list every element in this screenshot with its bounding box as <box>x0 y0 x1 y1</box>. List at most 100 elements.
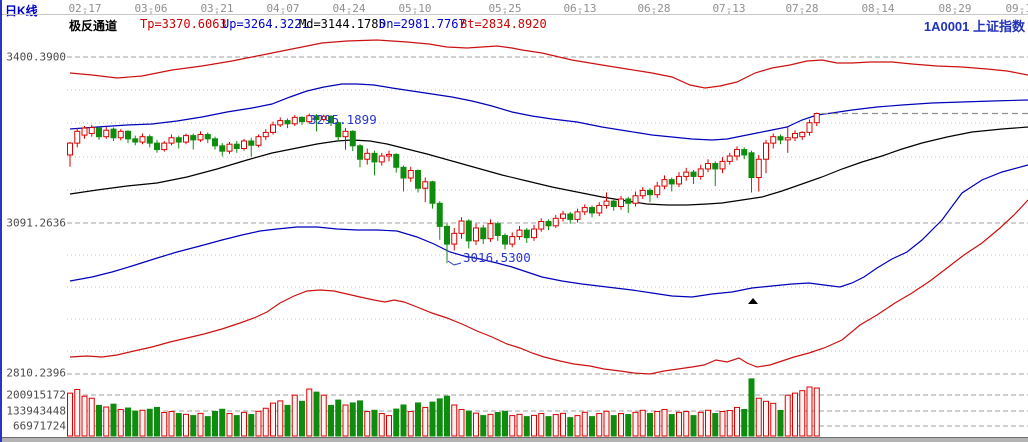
candle-body <box>204 134 211 140</box>
candle-body <box>668 179 675 185</box>
candle-body <box>335 122 342 138</box>
volume-bar <box>400 404 407 437</box>
volume-bar <box>784 394 791 437</box>
volume-bar <box>284 404 291 437</box>
candle-body <box>306 115 313 123</box>
period-label: 日K线 <box>5 4 38 18</box>
volume-bar <box>125 407 131 437</box>
channel-line-up <box>69 83 1028 141</box>
indicator-value-bt: Bt=2834.8920 <box>460 17 547 31</box>
candle-body <box>465 220 472 242</box>
volume-bar <box>212 411 218 437</box>
candle-body <box>248 140 255 146</box>
candle-body <box>589 207 595 214</box>
volume-bar <box>117 408 124 437</box>
volume-bar <box>748 378 755 437</box>
candle-body <box>516 229 523 238</box>
candle-body <box>444 225 450 245</box>
candle-body <box>103 129 110 138</box>
date-label: 03-06 <box>134 2 168 15</box>
date-label: 09-13 <box>1005 2 1028 15</box>
candle-body <box>618 198 624 207</box>
window-bottom-edge[interactable] <box>2 437 1028 442</box>
candle-body <box>132 138 139 143</box>
volume-bar <box>552 414 559 437</box>
volume-bar <box>516 413 523 437</box>
candle-body <box>755 158 762 178</box>
volume-bar <box>342 404 349 437</box>
symbol-label[interactable]: 1A0001 上证指数 <box>923 19 1025 34</box>
date-label: 05-25 <box>488 2 522 15</box>
volume-bar <box>770 402 777 437</box>
volume-bar <box>639 409 646 437</box>
candle-body <box>197 134 204 141</box>
volume-bar <box>589 416 595 437</box>
volume-bar <box>487 413 494 437</box>
volume-bar <box>248 414 255 437</box>
candle-body <box>610 200 617 207</box>
volume-bar <box>697 411 704 437</box>
volume-bar <box>270 402 276 437</box>
candle-body <box>357 145 363 160</box>
candle-body <box>313 115 320 121</box>
candle-body <box>436 202 443 227</box>
volume-bar <box>168 411 175 437</box>
volume-bar <box>618 413 624 437</box>
candle-body <box>596 204 603 214</box>
volume-bar <box>734 406 740 437</box>
candle-body <box>712 163 719 170</box>
low-annotation: 3016.5300 <box>463 250 531 265</box>
volume-bar <box>233 415 240 437</box>
volume-bar <box>357 400 363 437</box>
candle-body <box>175 137 182 143</box>
volume-bar <box>523 416 530 437</box>
volume-bar <box>531 414 537 437</box>
candle-body <box>654 185 661 196</box>
candle-body <box>523 229 530 239</box>
volume-bar <box>458 408 465 437</box>
axis-label: 133943448 <box>6 404 66 418</box>
candle-body <box>545 221 552 227</box>
triangle-marker <box>748 298 758 304</box>
candle-body <box>183 135 189 143</box>
volume-bar <box>429 401 436 437</box>
candle-body <box>705 163 711 170</box>
indicator-name: 极反通道 <box>69 19 118 33</box>
volume-bar <box>386 415 392 437</box>
candle-body <box>74 130 81 144</box>
candle-body <box>277 120 284 126</box>
low-annotation-pointer <box>447 260 462 266</box>
candle-body <box>378 155 385 163</box>
high-annotation: 3295.1899 <box>309 112 377 127</box>
candle-body <box>299 116 305 123</box>
volume-bar <box>328 404 334 437</box>
candle-body <box>784 137 791 141</box>
candle-body <box>270 124 276 133</box>
volume-bar <box>712 413 719 437</box>
date-axis-line <box>2 14 1028 15</box>
candle-body <box>502 234 508 245</box>
volume-bar <box>632 411 639 437</box>
date-label: 04-07 <box>266 2 300 15</box>
candle-body <box>415 170 421 189</box>
candle-body <box>676 175 682 185</box>
candle-body <box>190 135 197 141</box>
indicator-value-up: Up=3264.3221 <box>222 17 309 31</box>
indicator-value-md: Md=3144.1785 <box>299 17 386 31</box>
indicator-value-tp: Tp=3370.6063 <box>140 17 227 31</box>
candle-body <box>792 132 798 139</box>
volume-bar <box>509 415 516 437</box>
volume-bar <box>139 409 146 437</box>
volume-bar <box>668 414 675 437</box>
volume-bar <box>146 408 153 437</box>
volume-bar <box>676 411 682 437</box>
volume-bar <box>494 412 501 437</box>
volume-bar <box>291 394 298 437</box>
candle-body <box>226 143 233 152</box>
candle-body <box>117 130 124 139</box>
date-label: 08-29 <box>938 2 972 15</box>
candle-body <box>393 153 400 168</box>
candle-body <box>531 228 537 239</box>
volume-bar <box>777 409 784 437</box>
